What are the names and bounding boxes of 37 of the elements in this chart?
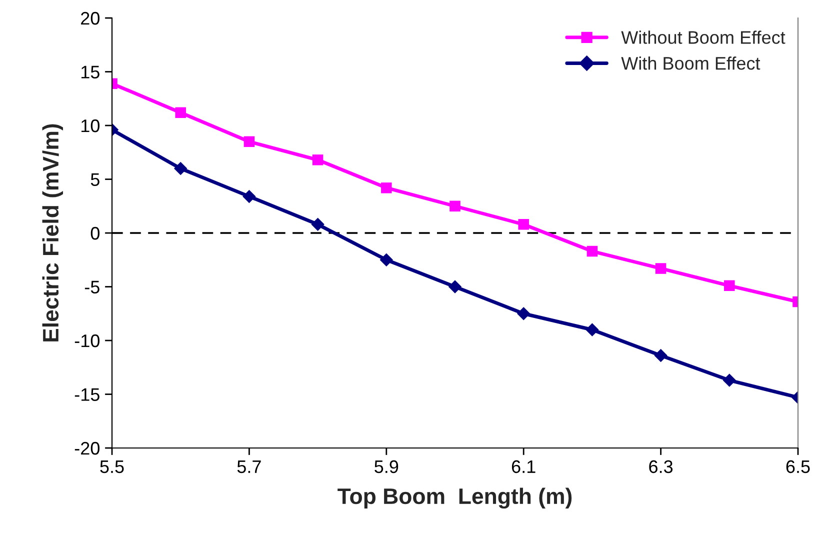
x-tick-label: 5.5 — [100, 460, 124, 474]
point — [312, 154, 324, 166]
point — [450, 200, 460, 212]
y-tick-label: -10 — [74, 334, 100, 348]
y-tick-label: -15 — [74, 388, 100, 401]
point — [655, 263, 666, 274]
x-axis-title: Top Boom Length (m) — [338, 488, 572, 509]
point — [518, 219, 529, 230]
point — [724, 280, 735, 292]
x-tick-label: 5.7 — [237, 460, 261, 474]
y-tick-label: -5 — [84, 280, 100, 294]
point — [586, 246, 598, 257]
legend-label: With Boom Effect — [621, 56, 760, 70]
point — [722, 374, 736, 387]
point — [244, 136, 255, 148]
point — [380, 253, 393, 266]
x-tick-label: 6.5 — [786, 460, 810, 474]
point — [654, 349, 668, 362]
y-tick-label: -20 — [74, 442, 100, 455]
x-tick-label: 6.1 — [512, 460, 536, 474]
legend-label: Without Boom Effect — [621, 30, 786, 44]
point — [586, 323, 599, 336]
point — [174, 162, 188, 175]
point — [311, 218, 324, 231]
point — [175, 107, 186, 118]
y-tick-label: 5 — [90, 173, 100, 186]
point — [242, 190, 256, 203]
point — [517, 307, 530, 320]
y-tick-label: 0 — [90, 226, 100, 240]
y-tick-label: 20 — [81, 12, 100, 25]
point — [381, 182, 392, 194]
x-tick-label: 5.9 — [374, 460, 398, 474]
x-tick-label: 6.3 — [649, 460, 673, 474]
y-tick-label: 15 — [81, 66, 100, 78]
point — [448, 280, 462, 294]
y-tick-label: 10 — [81, 119, 100, 132]
y-axis-title: Electric Field (mV/m) — [42, 124, 63, 342]
